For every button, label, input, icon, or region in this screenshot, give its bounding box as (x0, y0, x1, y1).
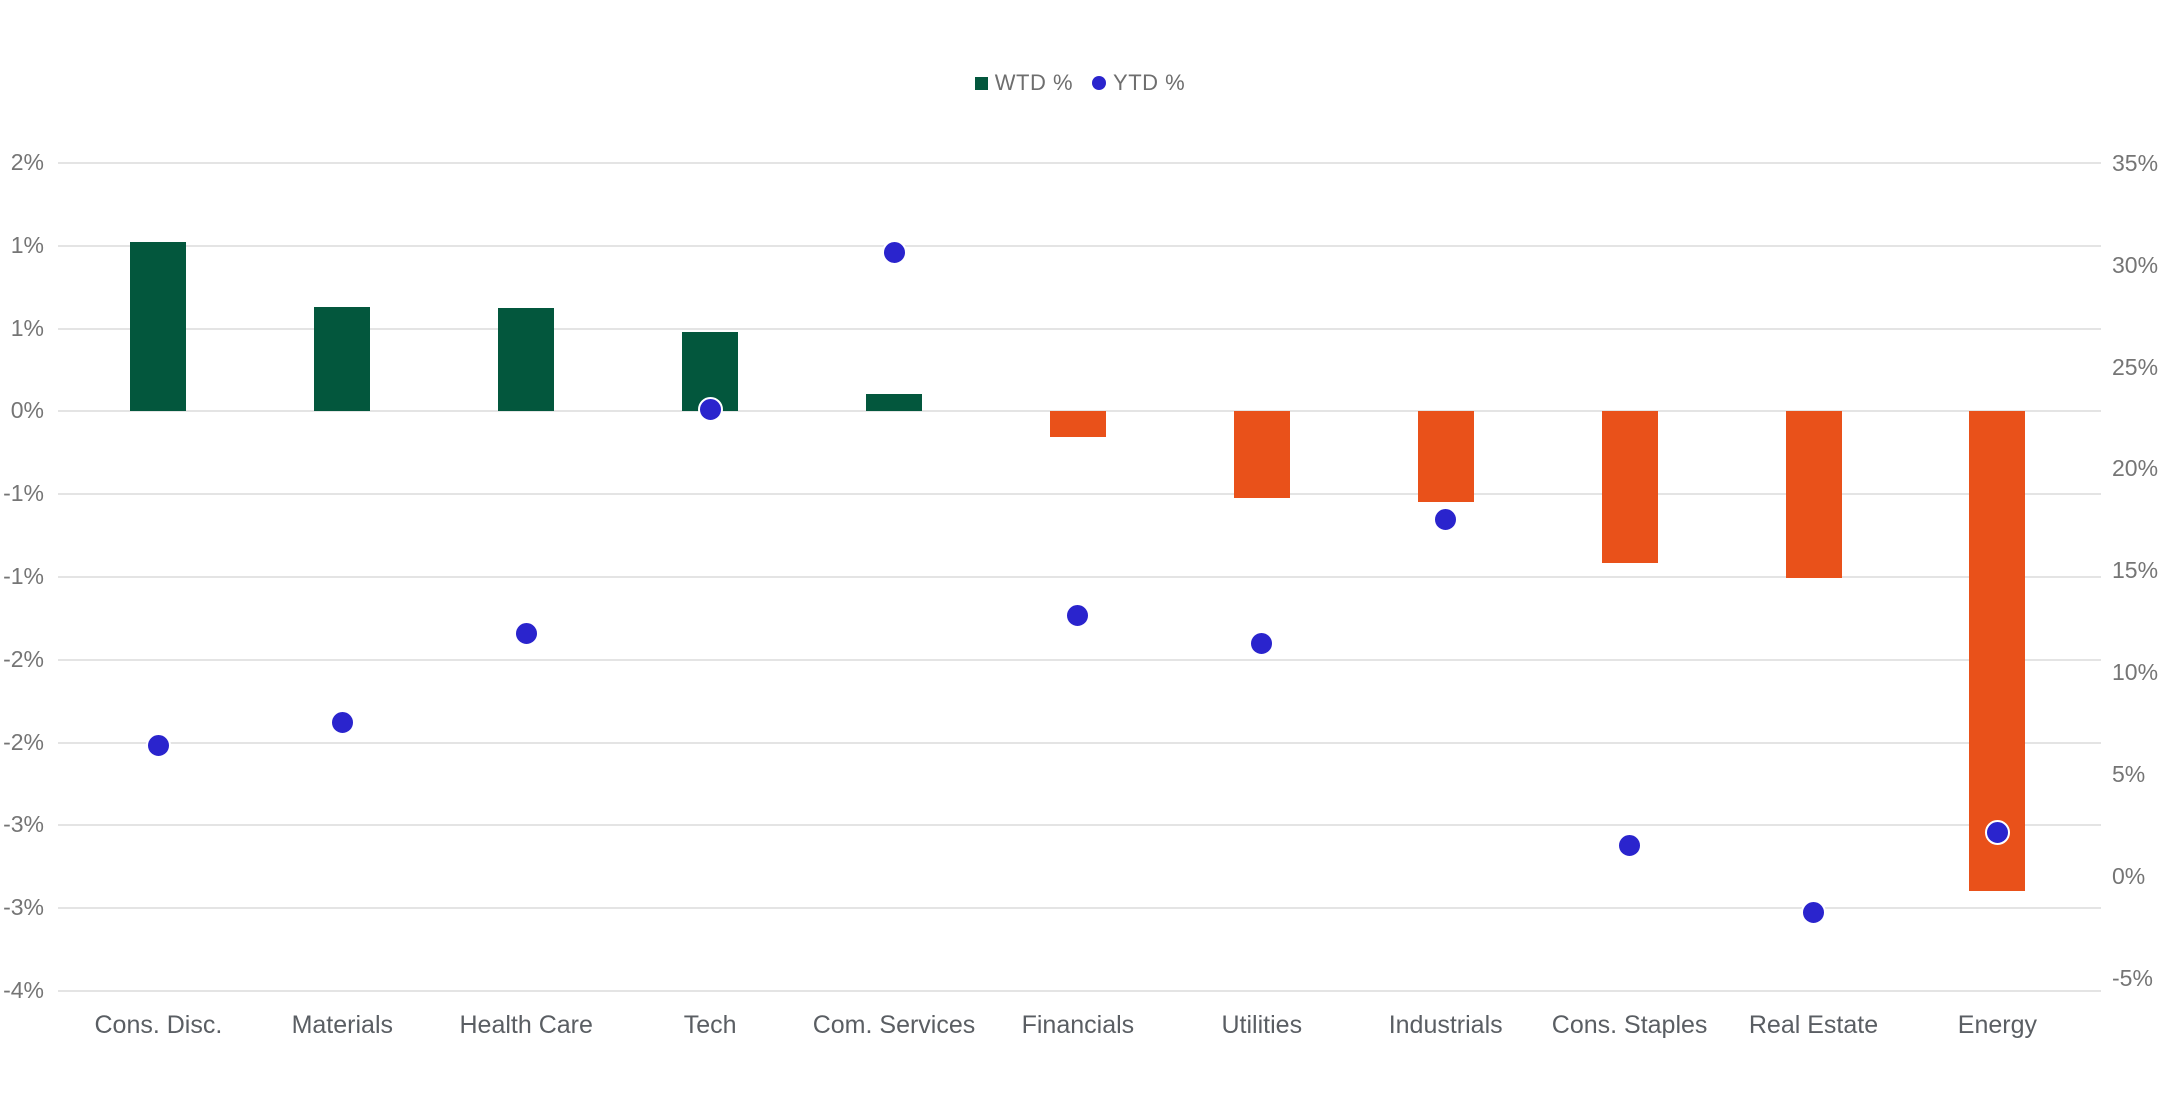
right-axis-tick-label: 35% (2112, 149, 2159, 176)
wtd-bar[interactable] (314, 306, 371, 412)
gridline (58, 162, 2101, 164)
left-axis-tick-label: -1% (3, 563, 44, 589)
left-axis-tick-label: 1% (10, 314, 44, 341)
category-label: Tech (683, 1011, 737, 1039)
category-label: Com. Services (812, 1011, 976, 1039)
ytd-dot[interactable] (697, 396, 723, 422)
ytd-dot[interactable] (1617, 832, 1643, 858)
ytd-dot[interactable] (881, 239, 907, 265)
wtd-bar[interactable] (866, 393, 922, 412)
right-axis-tick-label: -5% (2112, 964, 2153, 991)
category-label: Real Estate (1748, 1011, 1879, 1039)
right-axis-tick-label: 5% (2112, 760, 2146, 787)
category-label: Cons. Disc. (94, 1011, 223, 1039)
legend-label-wtd: WTD % (994, 70, 1074, 95)
wtd-bar[interactable] (1601, 411, 1658, 564)
right-axis-tick-label: 10% (2112, 659, 2159, 686)
gridline (58, 493, 2101, 496)
blue-circle-icon (1092, 76, 1107, 90)
left-axis-tick-label: 1% (10, 231, 44, 258)
right-axis-tick-label: 20% (2112, 455, 2159, 482)
gridline (58, 990, 2101, 992)
right-axis-tick-label: 30% (2112, 251, 2159, 278)
right-axis-tick-label: 15% (2112, 557, 2159, 584)
wtd-bar[interactable] (1049, 411, 1106, 438)
category-label: Materials (291, 1011, 393, 1039)
left-axis-tick-label: -2% (3, 645, 44, 672)
category-label: Health Care (459, 1011, 593, 1039)
left-axis-tick-label: -2% (3, 728, 44, 755)
ytd-dot[interactable] (1984, 820, 2010, 846)
gridline (58, 327, 2101, 330)
wtd-bar[interactable] (1233, 411, 1290, 499)
wtd-bar[interactable] (1969, 411, 2026, 891)
ytd-dot[interactable] (513, 620, 539, 646)
ytd-dot[interactable] (1249, 631, 1275, 657)
gridline (58, 658, 2101, 661)
category-label: Energy (1957, 1011, 2037, 1039)
wtd-bar[interactable] (1785, 411, 1842, 578)
category-label: Financials (1021, 1011, 1135, 1039)
gridline (58, 576, 2101, 578)
ytd-dot[interactable] (145, 732, 171, 758)
legend-item-ytd[interactable]: YTD % (1092, 70, 1185, 96)
left-axis-tick-label: -1% (3, 480, 44, 507)
ytd-dot[interactable] (1065, 602, 1091, 628)
wtd-bar[interactable] (130, 241, 187, 412)
left-axis-tick-label: 0% (10, 397, 44, 424)
left-axis-tick-label: -4% (3, 977, 44, 1003)
legend-label-ytd: YTD % (1113, 70, 1186, 95)
gridline (58, 907, 2101, 910)
gridline (58, 741, 2101, 744)
category-label: Industrials (1388, 1011, 1503, 1039)
ytd-dot[interactable] (329, 710, 355, 736)
right-axis-tick-label: 25% (2112, 353, 2159, 380)
ytd-dot[interactable] (1433, 506, 1459, 532)
green-square-icon (974, 76, 988, 90)
left-axis-tick-label: -3% (3, 894, 44, 921)
legend-item-wtd[interactable]: WTD % (974, 70, 1074, 96)
gridline (58, 244, 2101, 247)
wtd-bar[interactable] (1417, 411, 1474, 503)
wtd-bar[interactable] (498, 308, 555, 412)
gridline (58, 824, 2101, 827)
category-label: Cons. Staples (1551, 1011, 1708, 1039)
ytd-dot[interactable] (1801, 899, 1826, 925)
left-axis-tick-label: 2% (10, 149, 44, 175)
left-axis-tick-label: -3% (3, 811, 44, 838)
category-label: Utilities (1221, 1011, 1303, 1039)
right-axis-tick-label: 0% (2112, 862, 2146, 889)
chart-legend: WTD % YTD % (0, 68, 2160, 98)
